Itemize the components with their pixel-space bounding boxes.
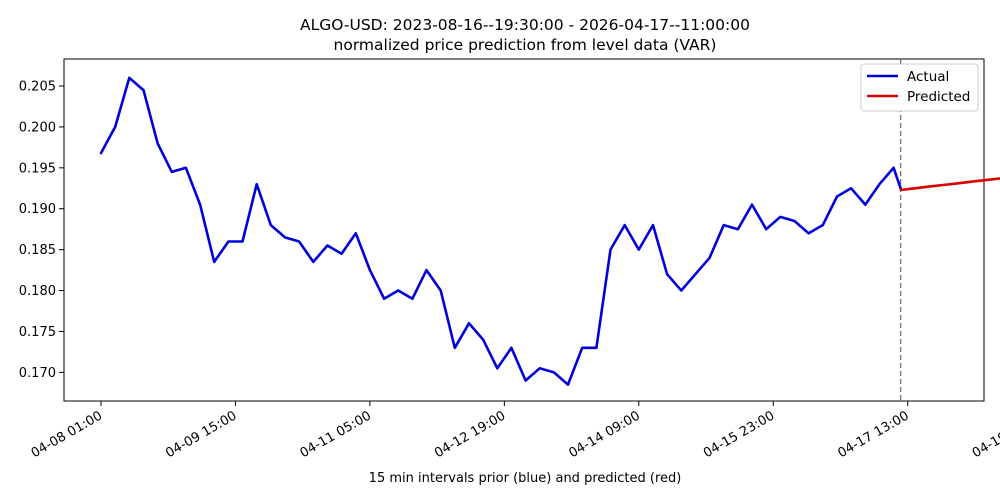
- y-tick-label: 0.205: [19, 80, 56, 95]
- y-tick-label: 0.185: [19, 243, 56, 258]
- y-tick-label: 0.175: [19, 325, 56, 340]
- chart-title: ALGO-USD: 2023-08-16--19:30:00 - 2026-04…: [300, 16, 750, 34]
- y-tick-label: 0.200: [19, 120, 56, 135]
- y-tick-label: 0.180: [19, 284, 56, 299]
- y-tick-label: 0.190: [19, 202, 56, 217]
- y-axis: 0.170 0.175 0.180 0.185 0.190 0.195 0.200 0.205: [19, 80, 64, 381]
- x-tick-label: 04-17 13:00: [835, 408, 911, 461]
- chart-subtitle: normalized price prediction from level d…: [334, 36, 717, 54]
- series-line-predicted: [899, 177, 1000, 192]
- x-tick-label: 04-19 03:00: [970, 408, 1000, 461]
- legend: Actual Predicted: [860, 63, 979, 112]
- y-tick-label: 0.170: [19, 366, 56, 381]
- x-tick-label: 04-12 19:00: [432, 408, 508, 461]
- x-axis-label: 15 min intervals prior (blue) and predic…: [369, 471, 682, 486]
- x-tick-label: 04-11 05:00: [298, 408, 374, 461]
- series-layer: [99, 76, 1000, 386]
- y-tick-label: 0.195: [19, 161, 56, 176]
- x-tick-label: 04-14 09:00: [567, 408, 643, 461]
- legend-label-actual: Actual: [907, 69, 949, 85]
- legend-label-predicted: Predicted: [907, 89, 970, 105]
- x-tick-label: 04-09 15:00: [163, 408, 239, 461]
- series-line-actual: [99, 76, 902, 386]
- x-axis: 04-08 01:00 04-09 15:00 04-11 05:00 04-12 1…: [29, 401, 1000, 461]
- x-tick-label: 04-08 01:00: [29, 408, 105, 461]
- x-tick-label: 04-15 23:00: [701, 408, 777, 461]
- plot-frame: [63, 58, 985, 402]
